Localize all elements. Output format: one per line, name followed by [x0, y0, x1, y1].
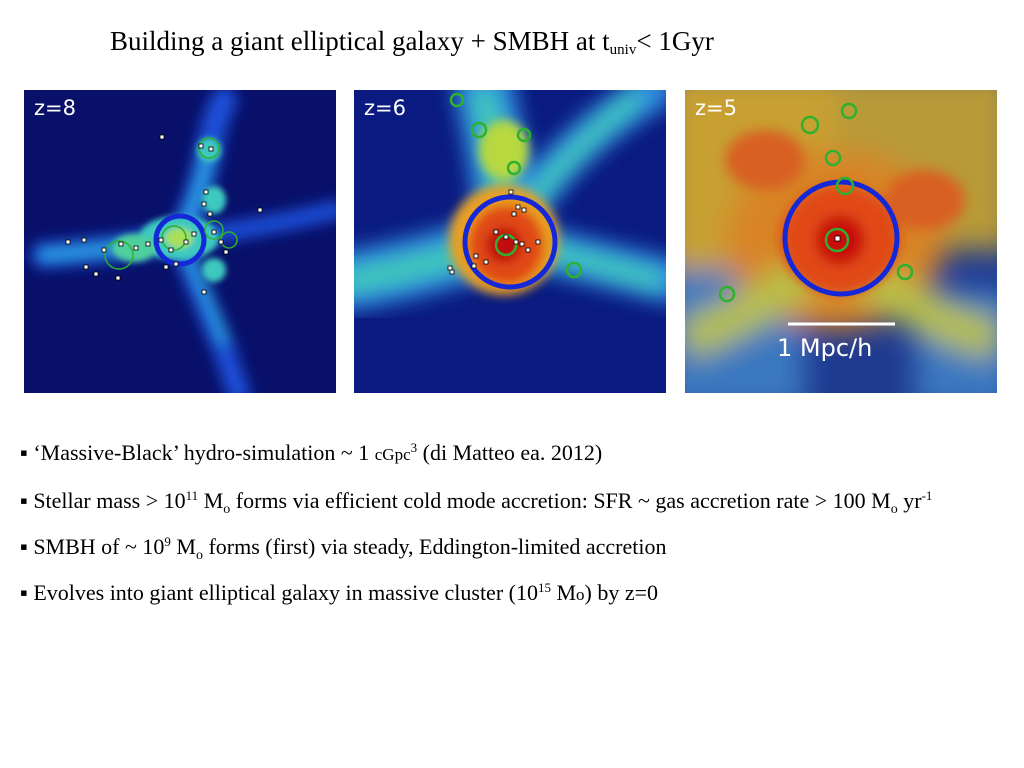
bullet-marker: ▪ — [20, 580, 28, 605]
simulation-panel-z5: z=5 1 Mpc/h — [685, 90, 997, 393]
redshift-label-z8: z=8 — [34, 96, 76, 120]
simulation-panel-z8: z=8 — [24, 90, 336, 393]
exponent: 9 — [164, 534, 171, 549]
halo-circle — [153, 213, 207, 267]
slide-title: Building a giant elliptical galaxy + SMB… — [110, 26, 714, 59]
scale-bar-label: 1 Mpc/h — [777, 334, 873, 362]
unit-text: cGpc — [374, 445, 411, 464]
redshift-label-z5: z=5 — [695, 96, 737, 120]
bullet-text: Evolves into giant elliptical galaxy in … — [33, 580, 538, 605]
title-text: Building a giant elliptical galaxy + SMB… — [110, 26, 610, 56]
density-map-z5 — [685, 90, 997, 393]
subscript: o — [195, 548, 203, 563]
bullet-list: ▪ ‘Massive-Black’ hydro-simulation ~ 1 c… — [20, 438, 1004, 626]
bullet-text: ‘Massive-Black’ hydro-simulation ~ 1 — [33, 440, 375, 465]
subscript-inline: o — [576, 585, 585, 604]
bullet-item-evolution: ▪ Evolves into giant elliptical galaxy i… — [20, 578, 1004, 610]
exponent: 15 — [537, 580, 551, 595]
bullet-text: SMBH of ~ 10 — [33, 534, 165, 559]
bullet-text: forms (first) via steady, Eddington-limi… — [202, 534, 667, 559]
bullet-text: Stellar mass > 10 — [33, 488, 186, 513]
bullet-text: ) by z=0 — [584, 580, 659, 605]
halo-circle — [462, 194, 558, 290]
redshift-label-z6: z=6 — [364, 96, 406, 120]
bullet-text: M — [198, 488, 224, 513]
unit-exponent: 3 — [410, 440, 418, 455]
bullet-text: M — [550, 580, 577, 605]
bullet-item-smbh: ▪ SMBH of ~ 109 Mo forms (first) via ste… — [20, 532, 1004, 563]
simulation-panel-z6: z=6 — [354, 90, 666, 393]
title-end: < 1Gyr — [636, 26, 714, 56]
bullet-marker: ▪ — [20, 534, 28, 559]
bullet-text: (di Matteo ea. 2012) — [417, 440, 603, 465]
exponent: -1 — [921, 488, 933, 503]
bullet-item-simulation: ▪ ‘Massive-Black’ hydro-simulation ~ 1 c… — [20, 438, 1004, 470]
bullet-text: forms via efficient cold mode accretion:… — [230, 488, 891, 513]
subscript: o — [223, 502, 231, 517]
subscript: o — [890, 502, 898, 517]
density-map-z6 — [354, 90, 666, 393]
bullet-marker: ▪ — [20, 440, 28, 465]
halo-circle — [782, 179, 900, 297]
bullet-text: M — [170, 534, 196, 559]
bullet-marker: ▪ — [20, 488, 28, 513]
bullet-text: yr — [897, 488, 922, 513]
exponent: 11 — [185, 488, 199, 503]
title-subscript: univ — [609, 42, 637, 58]
bullet-item-stellar-mass: ▪ Stellar mass > 1011 Mo forms via effic… — [20, 486, 1004, 517]
density-map-z8 — [24, 90, 336, 393]
